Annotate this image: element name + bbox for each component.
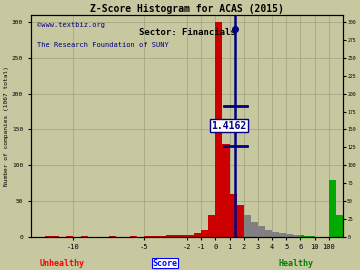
Bar (301, 235, 302, 237)
Bar (251, 222, 258, 237)
Bar (152, 236, 158, 237)
Bar (302, 235, 304, 237)
Bar (81, 236, 87, 237)
Bar (311, 236, 313, 237)
Bar (144, 236, 152, 237)
Bar (313, 236, 315, 237)
Bar (265, 230, 272, 237)
Bar (279, 233, 286, 237)
Bar (201, 230, 208, 237)
Bar (307, 236, 309, 237)
Bar (237, 205, 244, 237)
Bar (293, 235, 301, 237)
Bar (194, 233, 201, 237)
Bar (244, 215, 251, 237)
Bar (222, 144, 230, 237)
Bar (130, 236, 137, 237)
Text: Unhealthy: Unhealthy (40, 259, 85, 268)
Text: Sector: Financials: Sector: Financials (139, 28, 235, 37)
Text: 1.4162: 1.4162 (211, 121, 246, 131)
Bar (66, 236, 73, 237)
Bar (336, 215, 343, 237)
Bar (180, 235, 187, 237)
Bar (309, 236, 311, 237)
Bar (187, 235, 194, 237)
Bar (306, 236, 307, 237)
Bar (329, 180, 336, 237)
Text: Score: Score (153, 259, 177, 268)
Bar (272, 232, 279, 237)
Bar (45, 236, 52, 237)
Bar (158, 236, 166, 237)
Bar (109, 236, 116, 237)
Y-axis label: Number of companies (1067 total): Number of companies (1067 total) (4, 66, 9, 186)
Title: Z-Score Histogram for ACAS (2015): Z-Score Histogram for ACAS (2015) (90, 4, 284, 14)
Text: ©www.textbiz.org: ©www.textbiz.org (37, 22, 105, 28)
Bar (52, 236, 59, 237)
Bar (230, 194, 237, 237)
Bar (208, 215, 215, 237)
Text: Healthy: Healthy (279, 259, 314, 268)
Text: The Research Foundation of SUNY: The Research Foundation of SUNY (37, 42, 169, 48)
Bar (173, 235, 180, 237)
Bar (215, 22, 222, 237)
Bar (286, 234, 293, 237)
Bar (166, 235, 173, 237)
Bar (304, 236, 306, 237)
Bar (258, 226, 265, 237)
